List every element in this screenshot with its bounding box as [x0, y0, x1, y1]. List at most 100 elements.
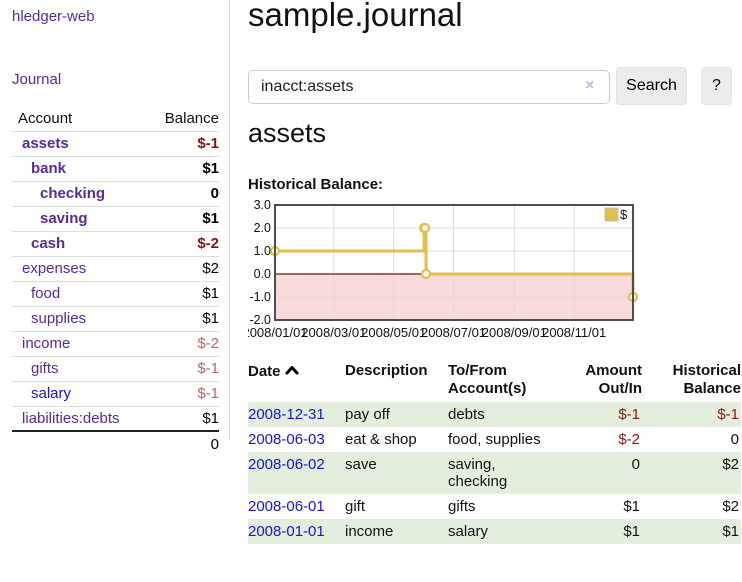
accounts-total-row: 0: [12, 431, 219, 456]
table-row: 2008-06-02 save saving, checking 0 $2: [248, 452, 741, 494]
transaction-accounts: food, supplies: [448, 431, 541, 448]
account-link[interactable]: checking: [40, 185, 106, 202]
account-row: expenses $2: [12, 256, 219, 281]
account-balance: $-2: [197, 335, 219, 352]
svg-text:-1.0: -1.0: [249, 290, 271, 304]
account-balance: $-1: [197, 385, 219, 402]
transaction-accounts: saving, checking: [448, 456, 508, 490]
account-row: liabilities:debts $1: [12, 406, 219, 431]
transaction-accounts: salary: [448, 523, 489, 540]
table-row: 2008-01-01 income salary $1 $1: [248, 519, 741, 544]
transaction-balance: $2: [722, 498, 739, 515]
svg-text:2008/01/01: 2008/01/01: [248, 325, 308, 340]
svg-text:2008/03/01: 2008/03/01: [301, 325, 366, 340]
account-balance: $1: [202, 160, 219, 177]
column-header-description: Description: [345, 362, 428, 379]
help-button[interactable]: ?: [701, 67, 732, 105]
transaction-description: save: [345, 456, 377, 473]
clear-search-icon[interactable]: ×: [585, 77, 595, 94]
account-balance: $-1: [197, 135, 219, 152]
account-row: checking 0: [12, 181, 219, 206]
accounts-header-balance: Balance: [164, 109, 219, 127]
svg-text:0.0: 0.0: [254, 267, 271, 281]
account-row: gifts $-1: [12, 356, 219, 381]
column-header-balance: Historical Balance: [672, 362, 741, 397]
accounts-header-row: Account Balance: [12, 106, 219, 131]
svg-text:2.0: 2.0: [254, 221, 271, 235]
transaction-description: eat & shop: [345, 431, 417, 448]
account-row: saving $1: [12, 206, 219, 231]
svg-text:1.0: 1.0: [254, 244, 271, 258]
svg-text:$: $: [620, 207, 628, 222]
transaction-description: gift: [345, 498, 366, 515]
transaction-balance: 0: [730, 431, 739, 448]
transaction-date-link[interactable]: 2008-12-31: [248, 406, 325, 423]
svg-text:3.0: 3.0: [254, 198, 271, 212]
transaction-date-link[interactable]: 2008-01-01: [248, 523, 325, 540]
sidebar: hledger-web Journal Account Balance asse…: [0, 0, 230, 453]
chart-heading: Historical Balance:: [248, 176, 384, 193]
svg-text:-2.0: -2.0: [249, 313, 271, 327]
account-link[interactable]: gifts: [31, 360, 59, 377]
account-balance: $1: [202, 285, 219, 302]
account-row: salary $-1: [12, 381, 219, 406]
account-link[interactable]: bank: [31, 160, 67, 177]
transaction-amount: $-2: [618, 431, 640, 448]
app-brand-link[interactable]: hledger-web: [12, 8, 95, 25]
account-heading: assets: [248, 118, 327, 148]
account-balance: $1: [202, 310, 219, 327]
account-balance: $1: [202, 409, 219, 427]
sidebar-item-journal[interactable]: Journal: [12, 71, 62, 88]
accounts-table: Account Balance assets $-1 bank $1 checking 0…: [12, 106, 219, 456]
transaction-description: pay off: [345, 406, 390, 423]
table-row: 2008-12-31 pay off debts $-1 $-1: [248, 402, 741, 427]
transaction-amount: 0: [631, 456, 640, 473]
transaction-date-link[interactable]: 2008-06-01: [248, 498, 325, 515]
account-link[interactable]: liabilities:debts: [22, 409, 120, 427]
column-header-account: To/From Account(s): [448, 362, 527, 397]
account-link[interactable]: income: [22, 335, 71, 352]
transaction-amount: $-1: [618, 406, 640, 423]
svg-text:2008/09/01: 2008/09/01: [482, 325, 547, 340]
historical-balance-chart: $3.0 2.0 1.0 0.0 -1.0 -2.0 2008/01/01 2008/03/0…: [242, 198, 742, 346]
register-header-row: Date Description To/From Account(s) Amou…: [248, 360, 741, 402]
page-title: sample.journal: [248, 0, 463, 33]
account-link[interactable]: supplies: [31, 310, 87, 327]
transaction-date-link[interactable]: 2008-06-02: [248, 456, 325, 473]
account-row: income $-2: [12, 331, 219, 356]
account-link[interactable]: expenses: [22, 260, 87, 277]
search-button[interactable]: Search: [616, 67, 687, 105]
account-link[interactable]: assets: [22, 135, 69, 152]
account-row: bank $1: [12, 156, 219, 181]
account-link[interactable]: saving: [40, 210, 88, 227]
account-link[interactable]: food: [31, 285, 61, 302]
transaction-description: income: [345, 523, 394, 540]
transaction-amount: $1: [623, 523, 640, 540]
table-row: 2008-06-01 gift gifts $1 $2: [248, 494, 741, 519]
register-table: Date Description To/From Account(s) Amou…: [248, 360, 741, 544]
account-row: food $1: [12, 281, 219, 306]
account-balance: $2: [202, 260, 219, 277]
transaction-balance: $2: [722, 456, 739, 473]
account-balance: $1: [202, 210, 219, 227]
account-balance: $-2: [197, 235, 219, 252]
column-header-amount: Amount Out/In: [585, 362, 642, 397]
table-row: 2008-06-03 eat & shop food, supplies $-2 0: [248, 427, 741, 452]
column-header-date[interactable]: Date: [248, 360, 345, 402]
svg-text:2008/05/01: 2008/05/01: [361, 325, 426, 340]
transaction-amount: $1: [623, 498, 640, 515]
account-link[interactable]: salary: [31, 385, 72, 402]
transaction-accounts: debts: [448, 406, 485, 423]
transaction-balance: $-1: [717, 406, 739, 423]
chart-canvas: $3.0 2.0 1.0 0.0 -1.0 -2.02008/01/012008/03/0…: [242, 198, 639, 340]
accounts-total-balance: 0: [210, 435, 219, 453]
accounts-header-account: Account: [18, 109, 73, 127]
transaction-date-link[interactable]: 2008-06-03: [248, 431, 325, 448]
transaction-balance: $1: [722, 523, 739, 540]
svg-text:2008/11/01: 2008/11/01: [542, 325, 606, 340]
account-row: supplies $1: [12, 306, 219, 331]
search-input[interactable]: [248, 70, 610, 104]
account-link[interactable]: cash: [31, 235, 66, 252]
sort-ascending-icon: [285, 362, 299, 380]
